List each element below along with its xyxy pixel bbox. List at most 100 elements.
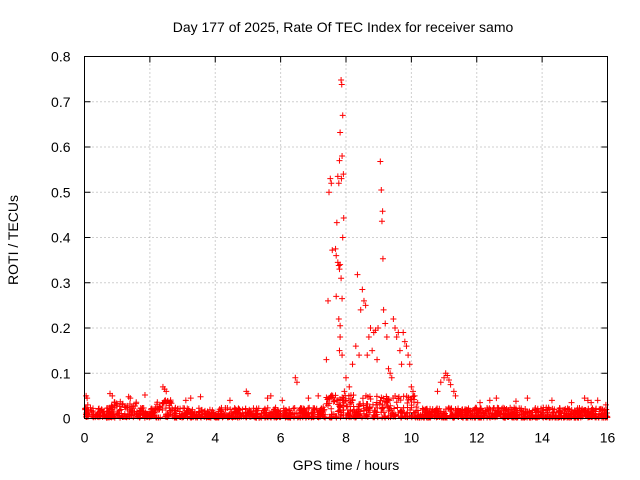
background-point: [237, 411, 244, 418]
data-point: [444, 372, 451, 379]
data-point: [338, 175, 345, 182]
background-point: [201, 407, 208, 414]
background-point: [290, 405, 297, 412]
background-point: [172, 414, 179, 421]
background-point: [371, 412, 378, 419]
data-point: [336, 266, 343, 273]
data-point: [293, 379, 300, 386]
background-point: [408, 404, 415, 411]
data-point: [329, 247, 336, 254]
background-point: [373, 393, 380, 400]
data-point: [477, 399, 484, 406]
background-point: [192, 414, 199, 421]
background-point: [220, 412, 227, 419]
data-point: [450, 388, 457, 395]
background-point: [429, 406, 436, 413]
data-point: [374, 356, 381, 363]
background-point: [203, 414, 210, 421]
x-tick-label: 6: [277, 430, 285, 446]
background-point: [521, 414, 528, 421]
data-point: [333, 293, 340, 300]
background-point: [110, 409, 117, 416]
data-point: [264, 395, 271, 402]
background-point: [493, 412, 500, 419]
background-point: [410, 409, 417, 416]
data-point: [332, 245, 339, 252]
data-point: [337, 334, 344, 341]
background-point: [407, 396, 414, 403]
background-point: [576, 410, 583, 417]
background-point: [345, 392, 352, 399]
background-point: [300, 408, 307, 415]
y-tick-label: 0.1: [51, 365, 71, 381]
data-point: [339, 234, 346, 241]
background-point: [554, 414, 561, 421]
background-point: [148, 408, 155, 415]
data-point: [370, 329, 377, 336]
y-axis-label: ROTI / TECUs: [5, 195, 21, 285]
data-point: [377, 158, 384, 165]
y-tick-label: 0.5: [51, 184, 71, 200]
background-point: [500, 404, 507, 411]
y-tick-labels: 0 0.1 0.2 0.3 0.4 0.5 0.6 0.7 0.8: [51, 49, 71, 427]
background-point: [512, 409, 519, 416]
background-point: [490, 405, 497, 412]
background-point: [387, 402, 394, 409]
background-point: [388, 407, 395, 414]
data-point: [408, 383, 415, 390]
background-point: [566, 414, 573, 421]
background-point: [383, 393, 390, 400]
background-point: [151, 409, 158, 416]
background-point: [550, 409, 557, 416]
data-point: [385, 365, 392, 372]
background-point: [462, 409, 469, 416]
background-point: [146, 412, 153, 419]
y-tick-label: 0.4: [51, 230, 71, 246]
data-point: [339, 153, 346, 160]
x-tick-label: 8: [342, 430, 350, 446]
background-point: [597, 406, 604, 413]
background-point: [507, 411, 514, 418]
background-point: [589, 411, 596, 418]
background-point: [239, 412, 246, 419]
background-point: [156, 406, 163, 413]
data-point: [339, 352, 346, 359]
background-point: [557, 408, 564, 415]
data-point: [441, 374, 448, 381]
data-point: [335, 262, 342, 269]
background-point: [381, 398, 388, 405]
data-point: [445, 377, 452, 384]
x-tick-label: 16: [600, 430, 616, 446]
background-point: [393, 399, 400, 406]
background-point: [183, 410, 190, 417]
background-point: [119, 401, 126, 408]
background-point: [415, 412, 422, 419]
data-point: [493, 395, 500, 402]
x-tick-labels: 0 2 4 6 8 10 12 14 16: [81, 430, 616, 446]
data-point: [315, 392, 322, 399]
data-point: [343, 374, 349, 381]
data-point: [403, 343, 410, 350]
data-point: [341, 388, 348, 395]
background-point: [122, 404, 129, 411]
background-point: [330, 398, 337, 405]
background-point: [426, 409, 433, 416]
background-point: [332, 392, 339, 399]
data-point: [379, 255, 386, 262]
data-point: [339, 295, 346, 302]
data-point: [334, 173, 341, 180]
y-tick-label: 0.6: [51, 139, 71, 155]
chart-title: Day 177 of 2025, Rate Of TEC Index for r…: [173, 19, 514, 35]
y-tick-label: 0.8: [51, 49, 71, 65]
data-point: [84, 401, 91, 408]
background-point: [320, 404, 327, 411]
background-point: [339, 394, 346, 401]
data-point: [328, 180, 335, 187]
data-point: [359, 286, 366, 293]
data-point: [396, 347, 403, 354]
background-point: [385, 396, 392, 403]
data-point: [434, 388, 441, 395]
data-point: [340, 171, 347, 178]
background-point: [374, 404, 381, 411]
background-point: [140, 404, 147, 411]
